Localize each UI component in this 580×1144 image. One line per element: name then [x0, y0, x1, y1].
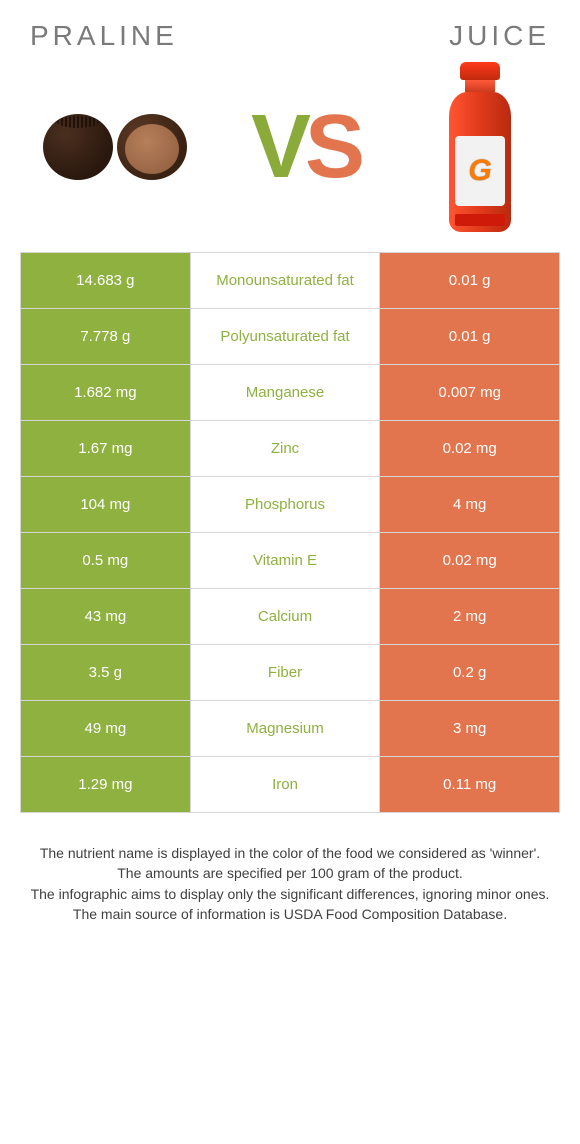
note-line: The main source of information is USDA F… — [30, 904, 550, 924]
praline-whole-icon — [43, 114, 113, 180]
cell-right-value: 0.01 g — [380, 253, 560, 308]
cell-left-value: 43 mg — [21, 589, 191, 644]
praline-image — [30, 87, 200, 207]
table-row: 1.67 mgZinc0.02 mg — [21, 421, 560, 477]
cell-nutrient-name: Vitamin E — [191, 533, 381, 588]
cell-nutrient-name: Magnesium — [191, 701, 381, 756]
cell-left-value: 0.5 mg — [21, 533, 191, 588]
table-row: 43 mgCalcium2 mg — [21, 589, 560, 645]
table-row: 104 mgPhosphorus4 mg — [21, 477, 560, 533]
cell-left-value: 49 mg — [21, 701, 191, 756]
cell-nutrient-name: Polyunsaturated fat — [191, 309, 381, 364]
vs-letter-v: V — [251, 97, 305, 197]
cell-left-value: 1.29 mg — [21, 757, 191, 812]
cell-nutrient-name: Manganese — [191, 365, 381, 420]
table-row: 1.682 mgManganese0.007 mg — [21, 365, 560, 421]
cell-right-value: 3 mg — [380, 701, 560, 756]
cell-nutrient-name: Zinc — [191, 421, 381, 476]
cell-left-value: 3.5 g — [21, 645, 191, 700]
cell-right-value: 0.007 mg — [380, 365, 560, 420]
table-row: 14.683 gMonounsaturated fat0.01 g — [21, 253, 560, 309]
cell-left-value: 1.67 mg — [21, 421, 191, 476]
title-right: Juice — [449, 20, 550, 52]
table-row: 1.29 mgIron0.11 mg — [21, 757, 560, 813]
cell-nutrient-name: Monounsaturated fat — [191, 253, 381, 308]
bottle-icon: G — [449, 62, 511, 232]
cell-right-value: 0.02 mg — [380, 533, 560, 588]
cell-nutrient-name: Phosphorus — [191, 477, 381, 532]
cell-right-value: 0.01 g — [380, 309, 560, 364]
cell-left-value: 14.683 g — [21, 253, 191, 308]
praline-cut-icon — [117, 114, 187, 180]
table-row: 49 mgMagnesium3 mg — [21, 701, 560, 757]
cell-right-value: 4 mg — [380, 477, 560, 532]
table-row: 0.5 mgVitamin E0.02 mg — [21, 533, 560, 589]
note-line: The infographic aims to display only the… — [30, 884, 550, 904]
images-row: VS G — [0, 62, 580, 242]
header: Praline Juice — [0, 0, 580, 62]
cell-right-value: 2 mg — [380, 589, 560, 644]
cell-right-value: 0.02 mg — [380, 421, 560, 476]
table-row: 7.778 gPolyunsaturated fat0.01 g — [21, 309, 560, 365]
table-row: 3.5 gFiber0.2 g — [21, 645, 560, 701]
cell-left-value: 104 mg — [21, 477, 191, 532]
cell-right-value: 0.2 g — [380, 645, 560, 700]
note-line: The nutrient name is displayed in the co… — [30, 843, 550, 863]
vs-letter-s: S — [305, 97, 359, 197]
vs-text: VS — [251, 102, 359, 192]
cell-nutrient-name: Fiber — [191, 645, 381, 700]
nutrient-table: 14.683 gMonounsaturated fat0.01 g7.778 g… — [20, 252, 560, 813]
juice-image: G — [410, 62, 550, 232]
cell-nutrient-name: Calcium — [191, 589, 381, 644]
title-left: Praline — [30, 20, 178, 52]
notes: The nutrient name is displayed in the co… — [0, 813, 580, 924]
cell-left-value: 1.682 mg — [21, 365, 191, 420]
cell-right-value: 0.11 mg — [380, 757, 560, 812]
cell-nutrient-name: Iron — [191, 757, 381, 812]
note-line: The amounts are specified per 100 gram o… — [30, 863, 550, 883]
cell-left-value: 7.778 g — [21, 309, 191, 364]
